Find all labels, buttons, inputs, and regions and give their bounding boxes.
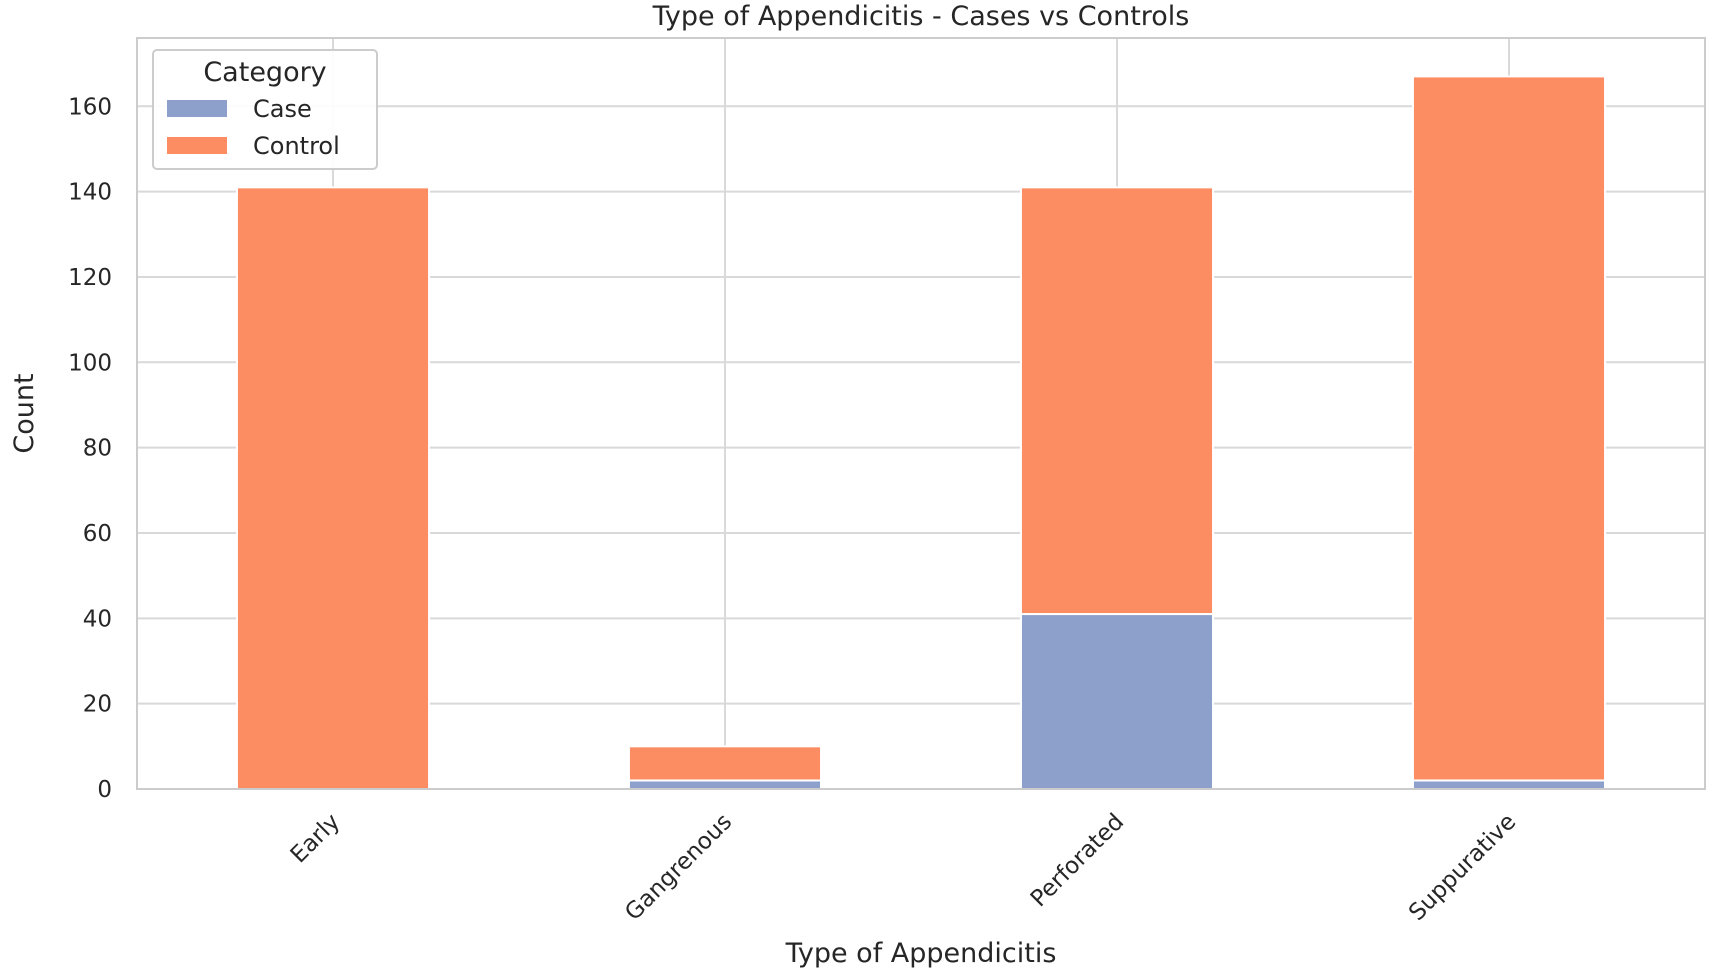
y-tick-label: 40 — [83, 606, 112, 632]
legend-items: Case Control — [167, 95, 340, 160]
x-tick-label: Early — [286, 809, 345, 868]
bar-control-perforated — [1019, 186, 1215, 616]
y-tick-label: 60 — [83, 521, 112, 547]
chart-title: Type of Appendicitis - Cases vs Controls — [652, 1, 1190, 32]
bar-case-suppurative — [1411, 779, 1607, 790]
bars — [235, 75, 1607, 791]
legend: Category Case Control — [152, 49, 378, 170]
legend-swatch-case — [167, 100, 227, 117]
y-tick-label: 80 — [83, 436, 112, 462]
y-tick-label: 120 — [68, 265, 112, 291]
y-tick-label: 0 — [97, 777, 112, 803]
y-tick-label: 100 — [68, 350, 112, 376]
legend-swatch-control — [167, 137, 227, 154]
y-tick-labels: 0 20 40 60 80 100 120 140 160 — [68, 94, 112, 803]
x-tick-label: Gangrenous — [620, 809, 737, 926]
bar-control-gangrenous — [627, 745, 823, 782]
y-axis-label: Count — [9, 373, 40, 453]
legend-label-control: Control — [253, 132, 340, 160]
y-tick-label: 140 — [68, 180, 112, 206]
plot-frame — [136, 37, 1706, 790]
x-axis-label: Type of Appendicitis — [785, 938, 1057, 969]
x-tick-labels: Early Gangrenous Perforated Suppurative — [286, 809, 1521, 926]
legend-title: Category — [203, 57, 326, 88]
bar-case-gangrenous — [627, 779, 823, 790]
legend-label-case: Case — [253, 95, 312, 123]
bar-control-early — [235, 186, 431, 790]
bar-case-perforated — [1019, 613, 1215, 791]
y-tick-label: 160 — [68, 94, 112, 120]
bar-control-suppurative — [1411, 75, 1607, 782]
x-tick-label: Perforated — [1026, 809, 1129, 912]
y-tick-label: 20 — [83, 692, 112, 718]
x-tick-label: Suppurative — [1404, 809, 1521, 926]
